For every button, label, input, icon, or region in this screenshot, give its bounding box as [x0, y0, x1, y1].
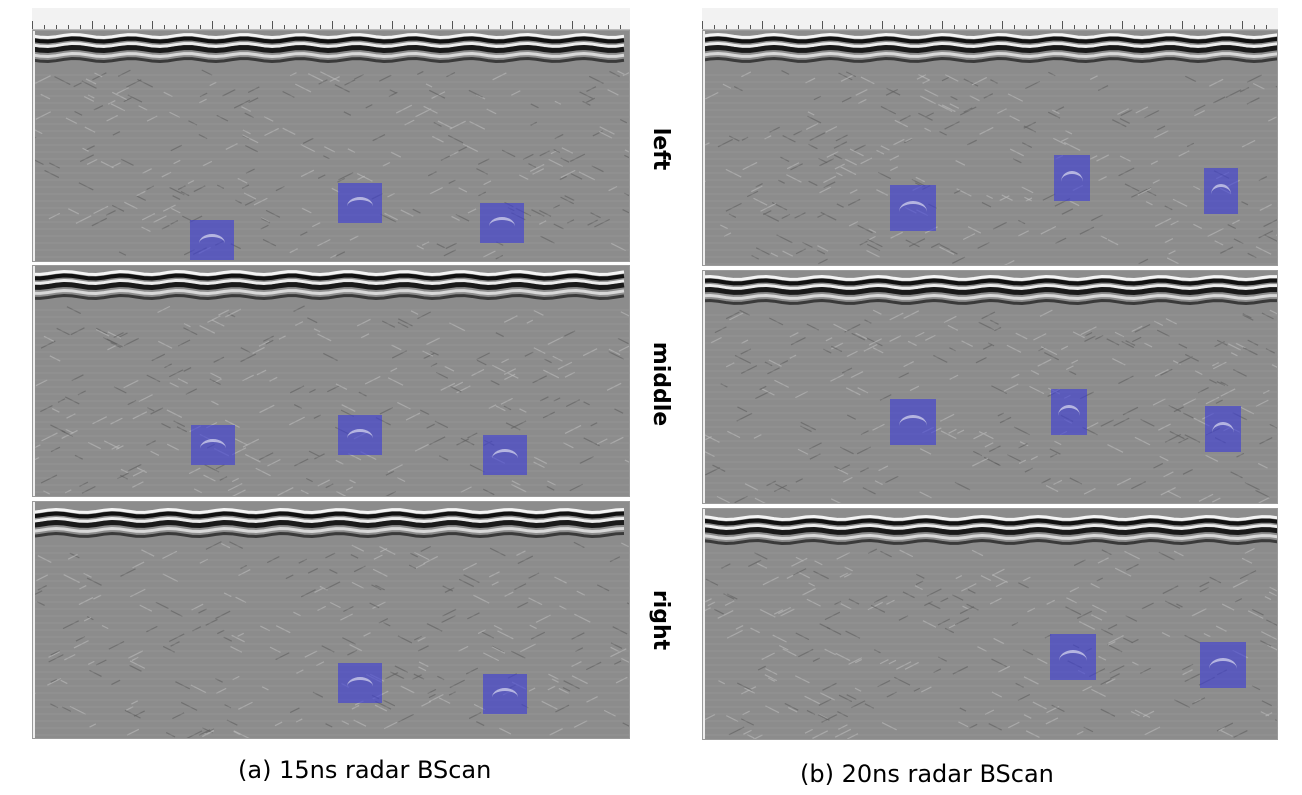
- target-highlight: [338, 663, 382, 703]
- scan-b-middle-image: [702, 270, 1278, 504]
- scan-b-right-frame: [702, 508, 1278, 740]
- scan-a-left-frame: [32, 30, 630, 262]
- row-label-middle: middle: [648, 341, 673, 427]
- target-highlight: [1051, 389, 1087, 435]
- target-highlight: [483, 674, 527, 714]
- scan-a-right-image: [32, 501, 630, 739]
- scan-b-right: [702, 508, 1278, 740]
- scan-a-middle-frame: [32, 265, 630, 497]
- scan-b-left: [702, 30, 1278, 266]
- target-highlight: [890, 185, 936, 231]
- caption-b: (b) 20ns radar BScan: [800, 760, 1054, 788]
- scan-b-left-frame: [702, 30, 1278, 266]
- target-highlight: [1054, 155, 1090, 201]
- scan-a-right-frame: [32, 501, 630, 739]
- scan-b-right-image: [702, 508, 1278, 740]
- scan-b-middle-frame: [702, 270, 1278, 504]
- scan-a-middle-image: [32, 265, 630, 497]
- scan-a-right: [32, 501, 630, 739]
- caption-a: (a) 15ns radar BScan: [238, 756, 492, 784]
- target-highlight: [338, 183, 382, 223]
- target-highlight: [1204, 168, 1238, 214]
- target-highlight: [338, 415, 382, 455]
- scan-a-distance-ruler: [32, 8, 630, 30]
- scan-b-middle: [702, 270, 1278, 504]
- target-highlight: [890, 399, 936, 445]
- target-highlight: [1050, 634, 1096, 680]
- scan-b-left-image: [702, 30, 1278, 266]
- target-highlight: [1205, 406, 1241, 452]
- target-highlight: [483, 435, 527, 475]
- scan-a-middle: [32, 265, 630, 497]
- row-label-right: right: [648, 589, 673, 651]
- target-highlight: [191, 425, 235, 465]
- row-label-left: left: [648, 127, 673, 171]
- target-highlight: [480, 203, 524, 243]
- target-highlight: [1200, 642, 1246, 688]
- target-highlight: [190, 220, 234, 260]
- scan-a-left: [32, 30, 630, 262]
- scan-b-distance-ruler: [702, 8, 1278, 30]
